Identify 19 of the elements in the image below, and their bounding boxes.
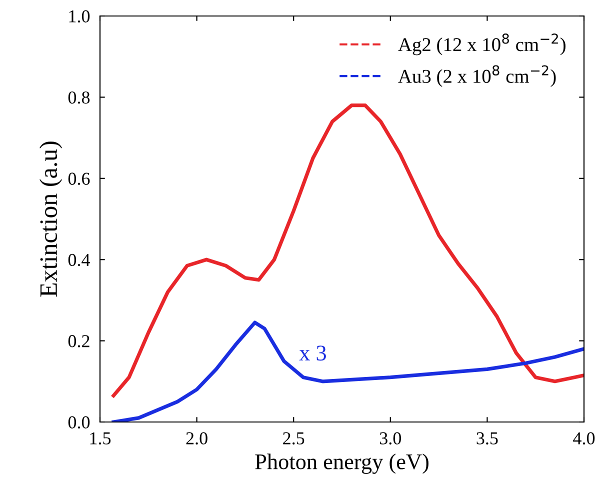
line-series <box>112 320 584 422</box>
y-tick-label: 0.6 <box>68 172 90 185</box>
y-tick-label: 0.2 <box>68 335 90 348</box>
x-tick-label: 2.0 <box>186 432 208 445</box>
legend-label: Au3 (2 x 10$^{8}$ cm$^{−2}$) <box>398 65 556 87</box>
y-tick-label: 0.4 <box>68 254 90 266</box>
x-tick-label: 1.5 <box>90 432 111 445</box>
annotation: x 3 <box>299 346 326 361</box>
y-tick-label: 0.8 <box>68 91 90 104</box>
y-tick-label: 0.0 <box>68 416 90 429</box>
x-axis-title: Photon energy (eV) <box>255 454 428 474</box>
x-tick-label: 2.5 <box>283 432 304 445</box>
y-axis-title: Extinction (a.u) <box>39 142 62 297</box>
legend-label: Ag2 (12 x 10$^{8}$ cm$^{−2}$) <box>398 34 566 56</box>
line-series <box>112 104 584 398</box>
x-tick-label: 4.0 <box>573 432 595 445</box>
x-tick-label: 3.0 <box>380 432 401 445</box>
x-tick-label: 3.5 <box>476 432 498 445</box>
y-tick-label: 1.0 <box>69 10 90 23</box>
